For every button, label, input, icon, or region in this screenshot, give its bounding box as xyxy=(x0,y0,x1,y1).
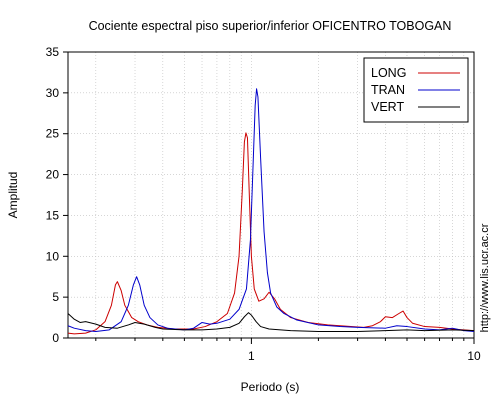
y-tick-label: 15 xyxy=(46,208,60,222)
y-tick-label: 30 xyxy=(46,86,60,100)
chart-title: Cociente espectral piso superior/inferio… xyxy=(89,19,452,33)
y-tick-label: 25 xyxy=(46,127,60,141)
series-line-vert xyxy=(67,312,475,332)
x-tick-label: 1 xyxy=(248,349,255,363)
series-line-long xyxy=(67,132,475,335)
series-line-tran xyxy=(67,88,475,332)
axes: 0 5 10 15 20 25 30 35 1 10 xyxy=(46,45,481,363)
series-layer xyxy=(67,88,475,335)
x-tick-label: 10 xyxy=(467,349,481,363)
y-tick-label: 10 xyxy=(46,249,60,263)
y-tick-label: 35 xyxy=(46,45,60,59)
y-tick-label: 5 xyxy=(52,290,59,304)
source-url-text: http://www.lis.ucr.ac.cr xyxy=(479,223,491,332)
x-axis-label: Periodo (s) xyxy=(241,380,300,394)
legend-label-long: LONG xyxy=(371,66,406,80)
legend-label-tran: TRAN xyxy=(371,83,405,97)
y-tick-label: 0 xyxy=(52,331,59,345)
legend: LONG TRAN VERT xyxy=(363,57,469,123)
plot-frame xyxy=(67,51,475,339)
legend-label-vert: VERT xyxy=(371,100,404,114)
y-tick-label: 20 xyxy=(46,168,60,182)
y-axis-label: Amplitud xyxy=(6,172,20,219)
